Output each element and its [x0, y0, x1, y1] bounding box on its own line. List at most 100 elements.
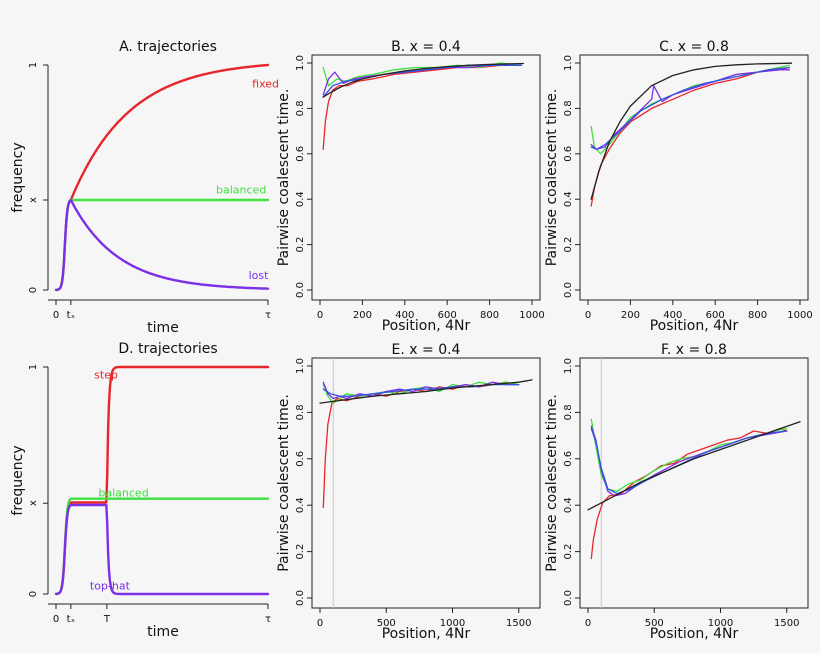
- series-line-green: [590, 64, 791, 155]
- trajectory-lost: [54, 199, 270, 292]
- x-tick-label: 1500: [506, 618, 531, 629]
- y-tick-label: 0.0: [295, 282, 306, 298]
- y-tick-label: 0.8: [563, 404, 574, 420]
- y-tick-label: x: [28, 500, 39, 506]
- series-line-blue: [322, 64, 523, 98]
- series-line-black: [322, 62, 525, 98]
- y-tick-label: 1: [28, 62, 39, 68]
- y-tick-label: 1.0: [295, 55, 306, 71]
- chart-title: C. x = 0.8: [659, 39, 729, 55]
- y-axis-label: Pairwise coalescent time.: [544, 394, 560, 572]
- x-tick-label: 0: [585, 618, 591, 629]
- x-tick-label: τ: [265, 310, 271, 321]
- x-tick-label: 0: [317, 618, 323, 629]
- y-tick-label: 1: [28, 364, 39, 370]
- y-tick-label: 0.2: [563, 544, 574, 560]
- y-tick-label: 0.6: [563, 146, 574, 162]
- series-label-top-hat: top-hat: [90, 579, 131, 592]
- panel-a: A. trajectories 0 x 1 0 tₓ τ time frequency fixed…: [10, 39, 279, 336]
- x-tick-label: 0: [317, 310, 323, 321]
- y-tick-label: 0.2: [295, 544, 306, 560]
- plot-frame: [311, 54, 541, 301]
- plot-frame: [579, 357, 809, 609]
- x-tick-label: 1000: [519, 310, 544, 321]
- y-tick-label: 0.4: [563, 497, 574, 513]
- y-tick-label: 0.6: [563, 451, 574, 467]
- trajectory-fixed: [54, 63, 270, 292]
- series-label-balanced: balanced: [216, 183, 266, 196]
- y-tick-label: 0.4: [295, 497, 306, 513]
- y-axis-label: Pairwise coalescent time.: [544, 89, 560, 267]
- x-tick-label: 800: [748, 310, 767, 321]
- y-tick-label: 0.0: [563, 590, 574, 606]
- x-tick-label: 1000: [440, 618, 465, 629]
- y-tick-label: 0.4: [563, 191, 574, 207]
- trajectory-balanced: [54, 198, 270, 292]
- y-tick-label: 1.0: [563, 55, 574, 71]
- chart-title: B. x = 0.4: [391, 39, 461, 55]
- series-line-red: [322, 381, 520, 509]
- y-tick-label: 1.0: [295, 358, 306, 374]
- x-tick-label: 0: [53, 310, 59, 321]
- y-tick-label: 0.6: [295, 146, 306, 162]
- trajectory-top-hat: [54, 503, 270, 596]
- y-axis-label: frequency: [10, 142, 26, 212]
- panel-b: B. x = 0.4 0.0 0.2 0.4 0.6 0.8 1.0 0 200 400 600 80…: [276, 39, 545, 334]
- y-tick-label: 0: [28, 591, 39, 597]
- y-tick-label: 0.2: [295, 237, 306, 253]
- x-tick-label: 500: [377, 618, 396, 629]
- plot-frame: [579, 54, 809, 301]
- series-line-green: [322, 381, 520, 404]
- series-label-fixed: fixed: [252, 78, 279, 91]
- series-label-step: step: [94, 368, 118, 381]
- x-axis-label: Position, 4Nr: [382, 318, 471, 334]
- plot-frame: [311, 357, 541, 609]
- x-tick-label: 800: [480, 310, 499, 321]
- series-label-balanced: balanced: [98, 486, 148, 499]
- x-tick-label: T: [103, 614, 111, 625]
- series-label-lost: lost: [249, 269, 270, 282]
- x-tick-label: 200: [621, 310, 640, 321]
- series-line-black: [319, 379, 533, 404]
- panel-f: F. x = 0.8 0.0 0.2 0.4 0.6 0.8 1.0 0 500 1000 1500…: [544, 342, 809, 642]
- series-line-purple: [590, 69, 791, 150]
- y-tick-label: 0: [28, 287, 39, 293]
- y-tick-label: 0.0: [563, 282, 574, 298]
- series-line-green: [322, 62, 523, 87]
- x-tick-label: tₓ: [67, 310, 75, 321]
- y-tick-label: 0.8: [295, 404, 306, 420]
- panel-e: E. x = 0.4 0.0 0.2 0.4 0.6 0.8 1.0 0 500 1000 1500…: [276, 342, 541, 642]
- y-tick-label: 0.4: [295, 191, 306, 207]
- series-line-green: [590, 418, 788, 492]
- x-axis-label: Position, 4Nr: [650, 626, 739, 642]
- x-tick-label: 1000: [708, 618, 733, 629]
- chart-title: A. trajectories: [119, 39, 217, 55]
- x-tick-label: 1500: [774, 618, 799, 629]
- series-line-black: [590, 62, 793, 200]
- y-tick-label: 0.8: [295, 100, 306, 116]
- x-axis-label: time: [147, 320, 179, 336]
- series-line-blue: [590, 66, 791, 150]
- trajectory-balanced: [54, 497, 270, 596]
- x-tick-label: 1000: [787, 310, 812, 321]
- x-tick-label: 400: [395, 310, 414, 321]
- x-tick-label: τ: [265, 614, 271, 625]
- x-axis-label: Position, 4Nr: [382, 626, 471, 642]
- y-axis-label: Pairwise coalescent time.: [276, 394, 292, 572]
- x-tick-label: 400: [663, 310, 682, 321]
- chart-title: E. x = 0.4: [392, 342, 461, 358]
- x-tick-label: 0: [53, 614, 59, 625]
- chart-title: D. trajectories: [118, 341, 217, 357]
- y-tick-label: 0.2: [563, 237, 574, 253]
- series-line-black: [587, 421, 801, 511]
- chart-title: F. x = 0.8: [661, 342, 727, 358]
- x-tick-label: 600: [706, 310, 725, 321]
- x-axis-label: time: [147, 624, 179, 640]
- x-axis-label: Position, 4Nr: [650, 318, 739, 334]
- panel-c: C. x = 0.8 0.0 0.2 0.4 0.6 0.8 1.0 0 200 400 600 80…: [544, 39, 813, 334]
- y-tick-label: 0.0: [295, 590, 306, 606]
- y-axis-label: frequency: [10, 445, 26, 515]
- x-tick-label: tₓ: [67, 614, 75, 625]
